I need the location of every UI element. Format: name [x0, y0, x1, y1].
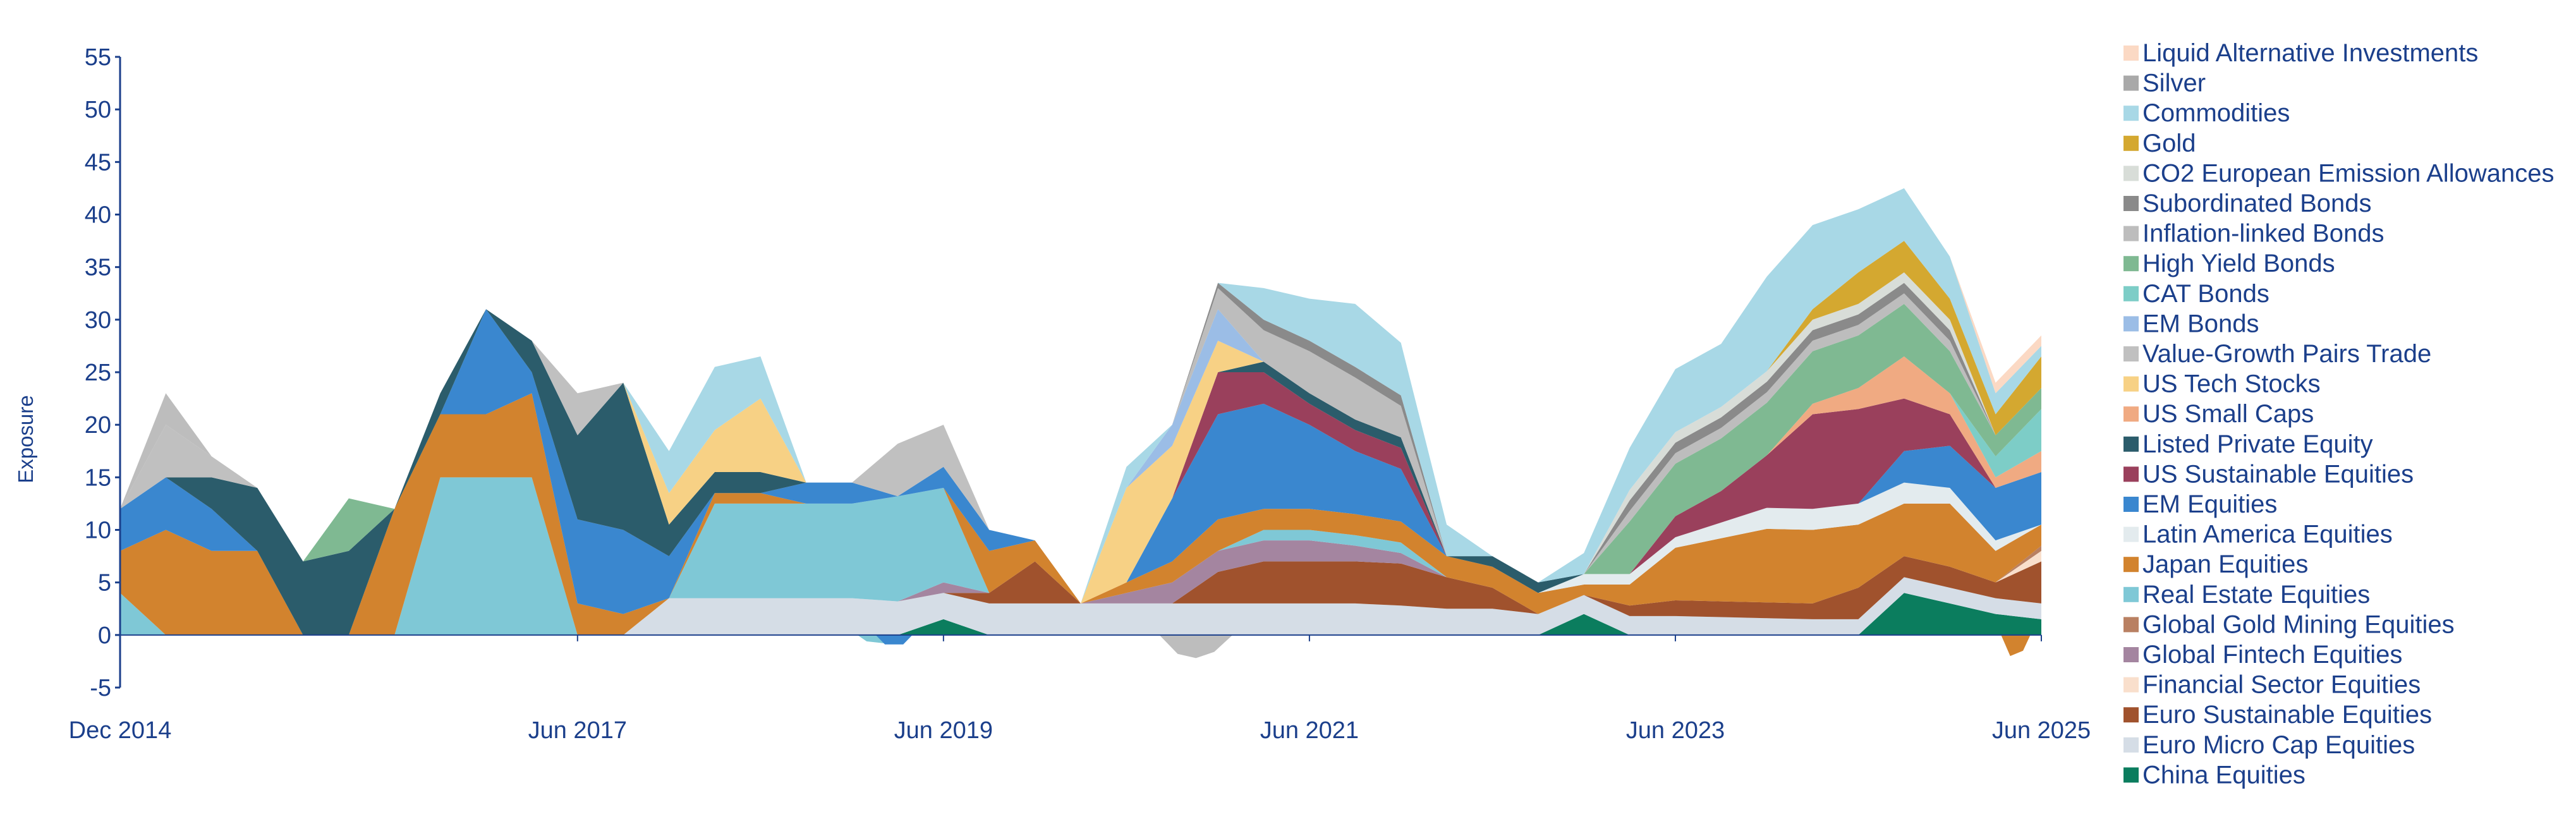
area-commodities — [120, 188, 2041, 604]
legend: Liquid Alternative Investments SilverComm… — [2123, 39, 2554, 789]
y-tick-label: -5 — [90, 675, 111, 701]
area-em-equities — [120, 309, 2041, 635]
x-tick-label: Dec 2014 — [69, 717, 172, 744]
negative-area-group — [857, 634, 2031, 658]
legend-swatch — [2123, 737, 2139, 753]
legend-swatch — [2123, 75, 2139, 91]
legend-label: Silver — [2142, 70, 2206, 97]
y-tick-label: 25 — [85, 360, 111, 386]
legend-swatch — [2123, 226, 2139, 241]
legend-swatch — [2123, 767, 2139, 783]
legend-swatch — [2123, 557, 2139, 573]
legend-label: US Small Caps — [2142, 400, 2314, 428]
area-series-group — [120, 188, 2041, 635]
area-euro-micro-cap-equities — [120, 577, 2041, 635]
legend-swatch — [2123, 46, 2139, 61]
legend-swatch — [2123, 406, 2139, 422]
legend-label: High Yield Bonds — [2142, 250, 2335, 277]
x-axis: Dec 2014 Jun 2017 Jun 2019 Jun 2021 Jun 2023… — [69, 634, 2091, 744]
legend-swatch — [2123, 586, 2139, 602]
legend-label: US Sustainable Equities — [2142, 460, 2414, 488]
legend-swatch — [2123, 196, 2139, 211]
legend-label: Global Gold Mining Equities — [2142, 610, 2455, 638]
legend-label: Euro Sustainable Equities — [2142, 701, 2432, 729]
legend-label: China Equities — [2142, 761, 2306, 789]
x-tick-label: Jun 2019 — [894, 717, 993, 744]
legend-label: CAT Bonds — [2142, 280, 2269, 308]
legend-swatch — [2123, 647, 2139, 662]
legend-label: Real Estate Equities — [2142, 581, 2370, 609]
x-tick-label: Jun 2023 — [1626, 717, 1725, 744]
legend-label: EM Bonds — [2142, 310, 2259, 337]
legend-label: US Tech Stocks — [2142, 370, 2321, 398]
legend-label: Gold — [2142, 130, 2196, 157]
x-tick-label: Jun 2017 — [528, 717, 627, 744]
y-tick-label: 40 — [85, 202, 111, 229]
y-tick-label: 20 — [85, 412, 111, 439]
legend-swatch — [2123, 316, 2139, 332]
legend-swatch — [2123, 526, 2139, 542]
legend-label: Financial Sector Equities — [2142, 671, 2421, 699]
legend-swatch — [2123, 677, 2139, 693]
legend-label: Commodities — [2142, 99, 2290, 127]
legend-swatch — [2123, 286, 2139, 301]
y-axis-title: Exposure — [14, 395, 37, 483]
y-tick-label: 50 — [85, 97, 111, 123]
legend-swatch — [2123, 106, 2139, 121]
legend-label: Listed Private Equity — [2142, 430, 2373, 458]
legend-label: Liquid Alternative Investments — [2142, 39, 2478, 67]
y-tick-label: 55 — [85, 44, 111, 71]
area-listed-private-equity — [120, 309, 2041, 635]
negative-area-em-equities — [875, 634, 913, 645]
legend-swatch — [2123, 466, 2139, 482]
negative-area-japan-equities — [2001, 634, 2031, 657]
legend-swatch — [2123, 346, 2139, 361]
legend-label: Subordinated Bonds — [2142, 190, 2372, 217]
legend-swatch — [2123, 497, 2139, 512]
y-tick-label: 15 — [85, 464, 111, 491]
legend-label: Latin America Equities — [2142, 521, 2393, 549]
y-tick-label: 30 — [85, 307, 111, 334]
legend-label: Global Fintech Equities — [2142, 641, 2402, 669]
y-tick-label: 5 — [98, 570, 111, 597]
x-tick-label: Jun 2025 — [1992, 717, 2091, 744]
legend-swatch — [2123, 135, 2139, 151]
legend-label: Euro Micro Cap Equities — [2142, 731, 2415, 759]
legend-swatch — [2123, 617, 2139, 633]
legend-label: EM Equities — [2142, 490, 2277, 518]
y-axis: -5 0 5 10 15 20 25 30 35 40 45 50 55 — [85, 44, 120, 701]
y-tick-label: 10 — [85, 518, 111, 544]
legend-label: Value-Growth Pairs Trade — [2142, 340, 2431, 368]
legend-label: Japan Equities — [2142, 550, 2308, 578]
legend-swatch — [2123, 707, 2139, 723]
y-tick-label: 35 — [85, 255, 111, 281]
y-tick-label: 0 — [98, 622, 111, 649]
legend-swatch — [2123, 166, 2139, 181]
x-tick-label: Jun 2021 — [1260, 717, 1359, 744]
negative-area-inflation-linked-bonds — [1159, 634, 1233, 658]
y-tick-label: 45 — [85, 149, 111, 176]
legend-swatch — [2123, 376, 2139, 392]
legend-swatch — [2123, 436, 2139, 452]
legend-swatch — [2123, 256, 2139, 272]
legend-label: Inflation-linked Bonds — [2142, 220, 2384, 248]
area-real-estate-equities — [120, 477, 2041, 635]
legend-label: CO2 European Emission Allowances — [2142, 159, 2554, 187]
